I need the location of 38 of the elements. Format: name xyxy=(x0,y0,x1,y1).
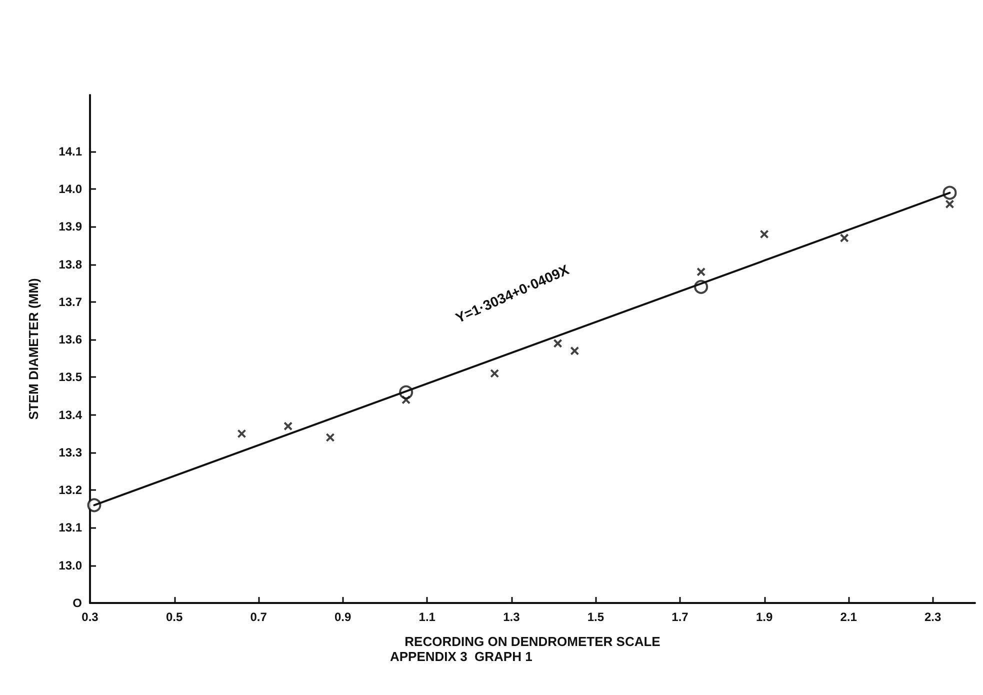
y-tick-label: 13.3 xyxy=(58,445,82,460)
y-tick-label: 13.2 xyxy=(58,483,82,498)
point xyxy=(570,346,580,356)
y-tick-label: 13.6 xyxy=(58,332,82,347)
y-axis-title: STEM DIAMETER (MM) xyxy=(26,278,41,420)
x-tick-label: 0.5 xyxy=(166,610,183,624)
x-tick-label: 1.1 xyxy=(418,610,436,624)
x-tick-label: 0.7 xyxy=(250,610,268,624)
x-tick-label: 1.7 xyxy=(672,610,689,624)
point xyxy=(326,432,335,442)
x-tick-label: 1.9 xyxy=(756,610,773,624)
y-tick-label: 13.1 xyxy=(58,520,82,535)
y-tick-label: 13.8 xyxy=(58,257,82,272)
point xyxy=(696,267,706,276)
point xyxy=(490,368,500,378)
y-tick-label: 13.9 xyxy=(58,220,82,234)
y-tick-label: 14.1 xyxy=(58,144,82,158)
y-tick-label: 14.0 xyxy=(58,182,82,196)
point xyxy=(402,395,411,404)
x-tick-label: 0.9 xyxy=(334,610,352,624)
text: APPENDIX 3 GRAPH 1 xyxy=(390,649,532,664)
x-tick-label: 1.3 xyxy=(503,610,520,624)
y-tick-label: 13.4 xyxy=(58,408,82,422)
y-tick-label: O xyxy=(72,596,82,610)
point xyxy=(553,338,562,348)
point xyxy=(945,200,954,209)
y-tick-label: 13.7 xyxy=(58,294,82,309)
x-tick-label: 2.3 xyxy=(924,610,942,624)
point xyxy=(284,422,293,431)
x-axis-title: RECORDING ON DENDROMETER SCALE xyxy=(404,634,661,649)
point xyxy=(760,230,769,239)
y-tick-label: 13.5 xyxy=(58,370,82,384)
x-tick-label: 0.3 xyxy=(82,610,99,624)
y-tick-label: 13.0 xyxy=(58,558,82,572)
point xyxy=(237,429,246,438)
x-tick-label: 2.1 xyxy=(840,610,858,624)
point xyxy=(840,233,849,242)
x-tick-label: 1.5 xyxy=(587,610,604,624)
